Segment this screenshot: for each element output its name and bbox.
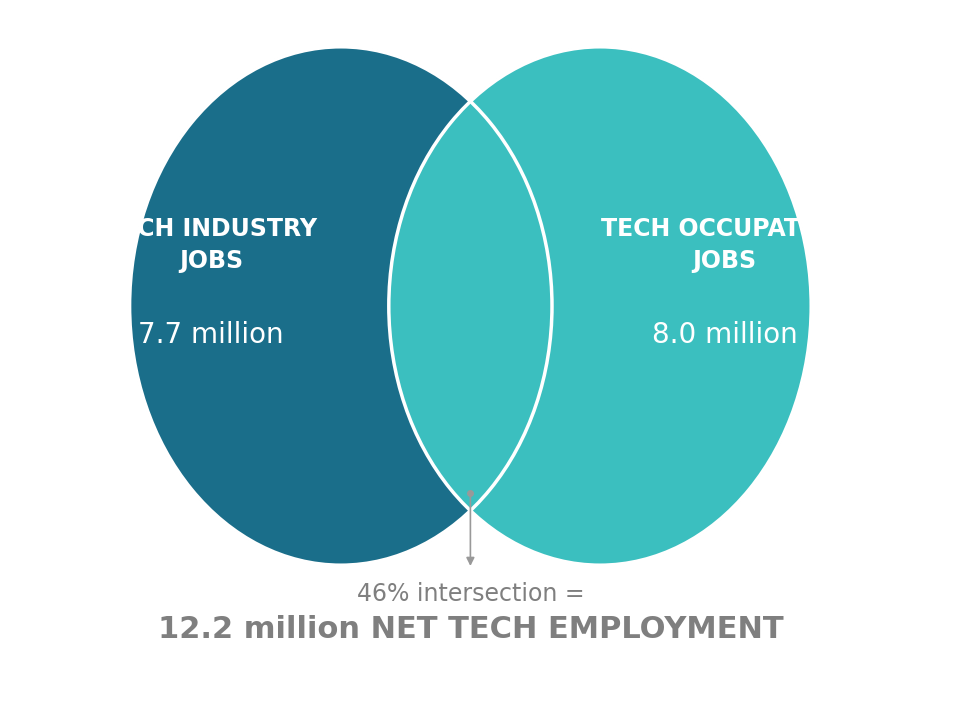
Text: 8.0 million: 8.0 million — [652, 321, 798, 348]
Text: 46% intersection =: 46% intersection = — [356, 582, 585, 606]
Ellipse shape — [389, 47, 811, 565]
Text: 12.2 million NET TECH EMPLOYMENT: 12.2 million NET TECH EMPLOYMENT — [157, 616, 783, 644]
Text: TECH OCCUPATION
JOBS: TECH OCCUPATION JOBS — [601, 217, 849, 273]
Ellipse shape — [130, 47, 552, 565]
Text: 7.7 million: 7.7 million — [138, 321, 284, 348]
Text: TECH INDUSTRY
JOBS: TECH INDUSTRY JOBS — [106, 217, 317, 273]
